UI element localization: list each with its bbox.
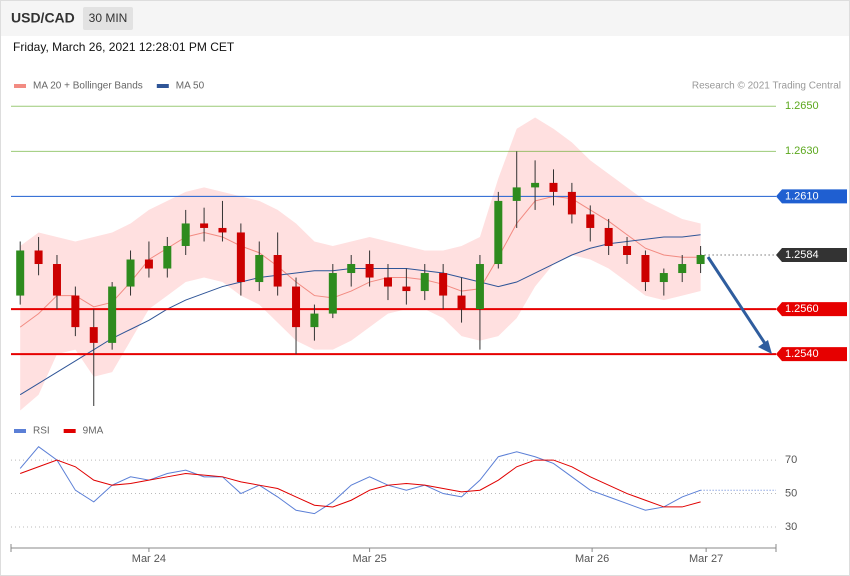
candle-body: [678, 264, 687, 274]
candle-body: [89, 327, 98, 343]
level-tag: [776, 347, 847, 362]
level-label: 1.2560: [785, 303, 819, 315]
y-tick-label: 50: [785, 487, 797, 499]
y-tick-label: 70: [785, 454, 797, 466]
candle-body: [163, 245, 172, 269]
candle-body: [402, 286, 411, 292]
timestamp: Friday, March 26, 2021 12:28:01 PM CET: [13, 40, 235, 54]
moving-average: [19, 234, 701, 396]
legend-swatch: [156, 84, 169, 88]
level-label: 1.2540: [785, 348, 819, 360]
candle-body: [144, 259, 153, 269]
candle-body: [604, 227, 613, 246]
level-tag: [776, 189, 847, 204]
legend-swatch: [63, 429, 76, 433]
legend-label: RSI: [33, 426, 50, 437]
candle-body: [439, 273, 448, 296]
candle-body: [549, 182, 558, 192]
x-tick-label: Mar 25: [352, 553, 386, 565]
level-label: 1.2610: [785, 190, 819, 202]
candle-body: [420, 273, 429, 292]
credit: Research © 2021 Trading Central: [692, 81, 841, 92]
candle-body: [531, 182, 540, 188]
candle-body: [71, 295, 80, 328]
y-tick-label: 30: [785, 521, 797, 533]
timeframe-box: [83, 7, 133, 30]
candle-body: [34, 250, 43, 265]
forecast-arrowhead: [758, 340, 772, 354]
level-tag: [776, 248, 847, 262]
header-bar: [1, 1, 849, 36]
candle-body: [567, 191, 576, 215]
x-tick-label: Mar 27: [689, 553, 723, 565]
indicator-line: [19, 446, 701, 515]
candle-body: [108, 286, 117, 343]
legend-swatch: [14, 429, 26, 433]
symbol: USD/CAD: [11, 10, 75, 26]
candle-body: [347, 264, 356, 274]
candle-body: [328, 273, 337, 314]
legend-swatch: [14, 84, 26, 88]
candle-body: [255, 255, 264, 283]
forecast-arrow: [706, 256, 768, 346]
candle-body: [181, 223, 190, 246]
candle-body: [273, 255, 282, 287]
candle-body: [623, 245, 632, 255]
legend-label: MA 50: [176, 81, 205, 92]
candle-body: [512, 187, 521, 201]
x-tick-label: Mar 24: [132, 553, 166, 565]
candle-body: [218, 227, 227, 233]
candle-body: [457, 295, 466, 310]
legend-label: MA 20 + Bollinger Bands: [33, 81, 143, 92]
candle-body: [292, 286, 301, 328]
price-panel: MA 20 + Bollinger Bands MA 50 1.2650 1.2630…: [11, 81, 847, 411]
candle-body: [126, 259, 135, 287]
candle-body: [475, 264, 484, 310]
level-label: 1.2584: [785, 249, 819, 261]
candle-body: [659, 273, 668, 283]
legend-label: 9MA: [83, 426, 104, 437]
candle-body: [494, 200, 503, 265]
candle-body: [200, 223, 209, 228]
candle-body: [696, 255, 705, 265]
candle-body: [383, 277, 392, 287]
timeframe: 30 MIN: [89, 11, 128, 25]
candle-body: [365, 264, 374, 278]
candle-body: [310, 313, 319, 328]
rsi-panel: RSI 9MA 30 50 70 Mar 24 Mar 25 Mar 26 Mar 27: [10, 426, 797, 565]
level-label: 1.2650: [785, 100, 819, 112]
candle-body: [236, 232, 245, 283]
level-tag: [776, 302, 847, 317]
indicator-line: [20, 459, 701, 508]
level-label: 1.2630: [785, 145, 819, 157]
candle-body: [16, 250, 25, 296]
x-tick-label: Mar 26: [575, 553, 609, 565]
bollinger-band: [20, 117, 701, 411]
candle-body: [641, 255, 650, 283]
candle-body: [52, 264, 61, 296]
candle-body: [586, 214, 595, 228]
